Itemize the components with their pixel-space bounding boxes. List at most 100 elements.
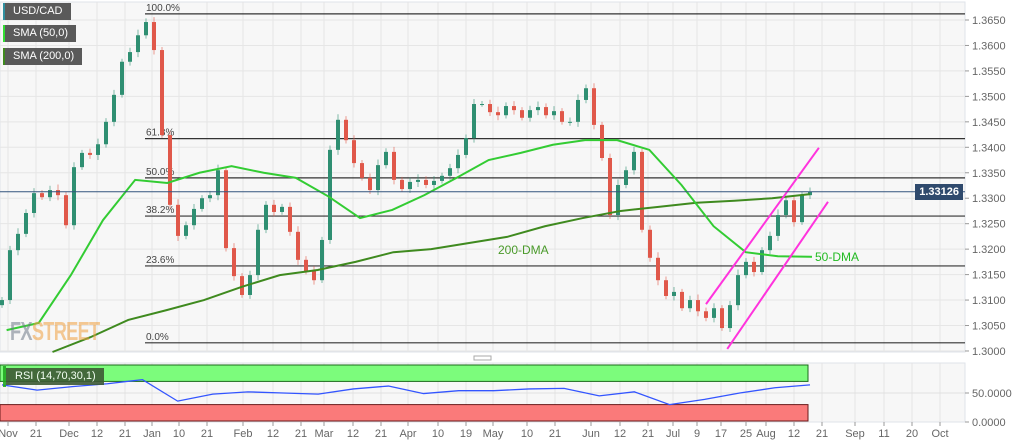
candle	[624, 166, 628, 189]
candle	[440, 172, 444, 184]
candle-body	[800, 195, 804, 223]
candle-body	[264, 204, 268, 230]
candle-body	[760, 250, 764, 273]
x-tick-label: 12	[788, 428, 800, 440]
candle	[560, 108, 564, 125]
x-tick-label: 25	[740, 428, 752, 440]
candle	[680, 288, 684, 311]
candle	[784, 196, 788, 219]
candle-body	[216, 170, 220, 196]
candle-body	[640, 151, 644, 230]
candle-body	[104, 121, 108, 145]
candle-body	[72, 167, 76, 226]
candle-body	[432, 180, 436, 185]
candle-body	[160, 50, 164, 136]
x-tick-label: Mar	[315, 428, 334, 440]
candle-body	[192, 208, 196, 226]
candle	[104, 118, 108, 148]
candle-body	[152, 22, 156, 51]
candle	[272, 199, 276, 217]
candle	[672, 286, 676, 301]
candle	[656, 252, 660, 286]
x-tick-label: Sep	[845, 428, 865, 440]
y-tick-label: 1.3550	[972, 66, 1006, 78]
x-tick-label: 17	[715, 428, 727, 440]
candle-body	[0, 300, 4, 306]
candle	[240, 273, 244, 298]
candle-body	[40, 193, 44, 198]
candle-body	[200, 198, 204, 209]
candle	[64, 191, 68, 229]
candle	[264, 201, 268, 234]
candle-body	[528, 110, 532, 118]
candle-body	[48, 190, 52, 198]
candle	[168, 130, 172, 209]
rsi-oversold-zone	[0, 404, 809, 422]
candle	[576, 94, 580, 127]
candle-body	[304, 259, 308, 272]
candle-body	[96, 144, 100, 155]
candle-body	[400, 179, 404, 190]
candle-body	[560, 111, 564, 122]
candle	[584, 84, 588, 104]
candle-body	[512, 106, 516, 111]
x-tick-label: 21	[295, 428, 307, 440]
candle-body	[496, 112, 500, 116]
candle	[640, 148, 644, 233]
candle	[464, 134, 468, 159]
x-tick-label: May	[483, 428, 504, 440]
candle-body	[736, 275, 740, 306]
candle-body	[776, 215, 780, 236]
candle-body	[656, 257, 660, 281]
candle-body	[320, 239, 324, 281]
x-tick-label: 12	[91, 428, 103, 440]
candle-body	[232, 248, 236, 277]
candle-body	[600, 124, 604, 158]
x-tick-label: 21	[642, 428, 654, 440]
legend-rsi[interactable]: RSI (14,70,30,1)	[3, 366, 104, 387]
candle-body	[288, 206, 292, 232]
candle	[320, 236, 324, 283]
y-tick-label: 1.3000	[972, 346, 1006, 358]
legend-sma50[interactable]: SMA (50,0)	[3, 25, 77, 42]
candle	[56, 184, 60, 201]
candle-body	[136, 35, 140, 53]
candle	[736, 269, 740, 311]
candle	[800, 192, 804, 225]
fib-level-label: 38.2%	[146, 205, 174, 216]
y-tick-label: 1.3250	[972, 219, 1006, 231]
x-tick-label: 9	[694, 428, 700, 440]
rsi-line	[1, 378, 811, 406]
candle-body	[552, 111, 556, 116]
x-tick-label: Jun	[582, 428, 600, 440]
x-tick-label: 21	[816, 428, 828, 440]
candle-body	[464, 138, 468, 155]
candle-body	[720, 308, 724, 329]
sma50-label: 50-DMA	[815, 250, 859, 264]
candle	[72, 162, 76, 230]
price-panel	[0, 1, 966, 353]
x-tick-label: Jul	[666, 428, 680, 440]
x-tick-label: Oct	[931, 428, 948, 440]
candle-body	[336, 119, 340, 150]
candle	[128, 47, 132, 66]
candle	[344, 116, 348, 144]
candle	[608, 153, 612, 219]
legend-sma200[interactable]: SMA (200,0)	[3, 48, 83, 65]
candle	[424, 176, 428, 189]
candle-body	[280, 206, 284, 212]
candle	[216, 164, 220, 201]
candle	[232, 243, 236, 281]
candle-body	[176, 204, 180, 236]
panel-resize-handle[interactable]	[473, 355, 492, 361]
rsi-tick-label: 0.0000	[972, 417, 1006, 429]
legend-symbol[interactable]: USD/CAD	[3, 3, 71, 20]
x-tick-label: 19	[460, 428, 472, 440]
y-tick-label: 1.3350	[972, 168, 1006, 180]
fxstreet-logo: FXSTREET	[10, 316, 100, 346]
candle	[616, 179, 620, 221]
candle	[568, 117, 572, 126]
rsi-tick-label: 50.0000	[972, 388, 1012, 400]
candle	[768, 231, 772, 255]
